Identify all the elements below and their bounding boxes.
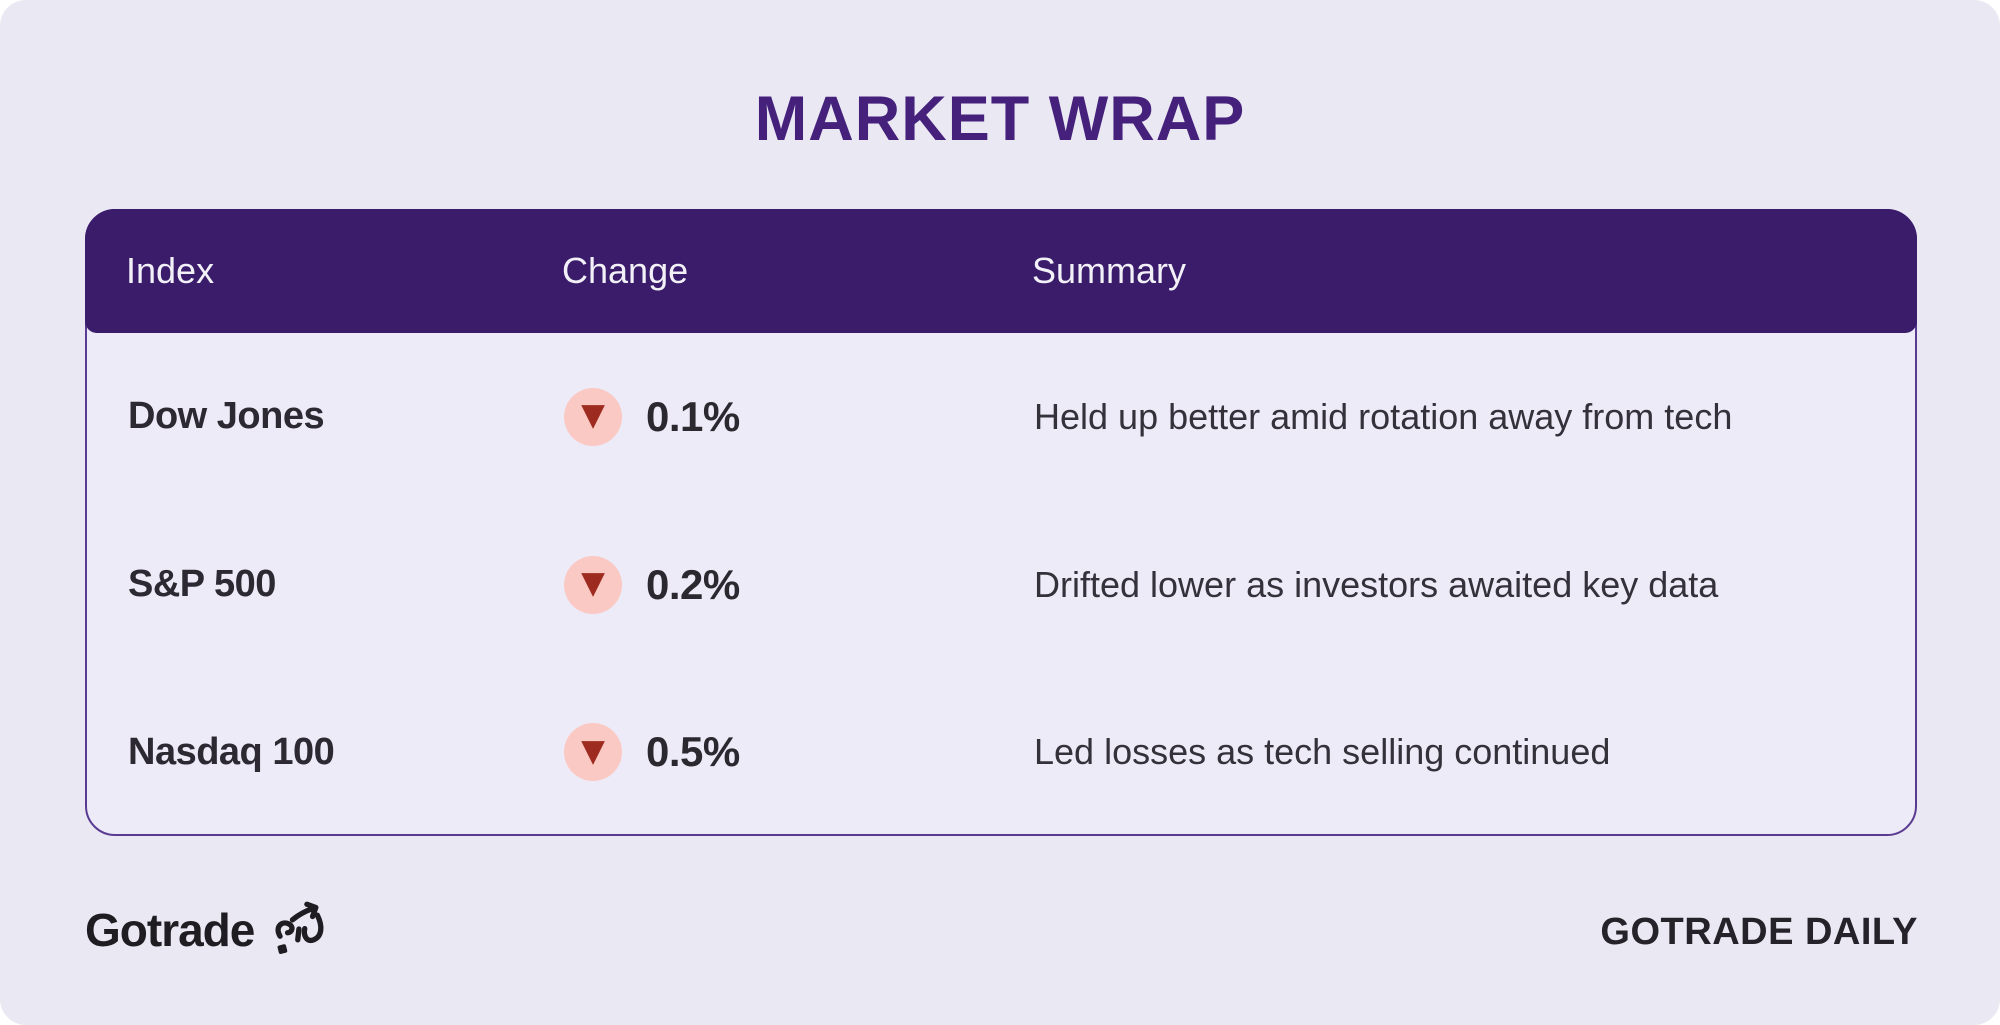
down-badge: ▼ [564,555,622,614]
gotrade-logo-icon [275,901,324,954]
down-triangle-icon: ▼ [581,565,605,601]
table-row: Dow Jones ▼ 0.1% Held up better amid rot… [87,333,1915,501]
change-cell: ▼ 0.2% [564,555,1034,614]
index-name: Nasdaq 100 [128,730,335,773]
table-header-row: Index Change Summary [85,209,1917,333]
column-header-change: Change [562,250,689,291]
down-triangle-icon: ▼ [581,732,605,769]
change-cell: ▼ 0.5% [564,723,1034,782]
change-value: 0.2% [646,560,740,608]
index-name: Dow Jones [128,395,325,438]
table-row: S&P 500 ▼ 0.2% Drifted lower as investor… [87,501,1915,669]
publication-name: GOTRADE DAILY [1600,911,1918,953]
change-cell: ▼ 0.1% [564,387,1034,446]
down-badge: ▼ [564,387,622,446]
column-header-index: Index [126,250,215,291]
brand-name: Gotrade [85,904,255,956]
page-title: MARKET WRAP [754,84,1246,154]
summary-text: Led losses as tech selling continued [1034,731,1611,773]
column-header-summary: Summary [1032,250,1187,291]
change-value: 0.1% [646,392,740,440]
down-badge: ▼ [564,723,622,782]
market-table: Index Change Summary Dow Jones ▼ 0.1% He… [85,209,1917,836]
summary-text: Drifted lower as investors awaited key d… [1034,563,1719,605]
brand-lockup: Gotrade [85,898,328,962]
table-body: Dow Jones ▼ 0.1% Held up better amid rot… [87,333,1915,836]
summary-text: Held up better amid rotation away from t… [1034,395,1733,437]
table-row: Nasdaq 100 ▼ 0.5% Led losses as tech sel… [87,668,1915,836]
change-value: 0.5% [646,728,740,776]
down-triangle-icon: ▼ [581,397,605,434]
index-name: S&P 500 [128,563,276,605]
